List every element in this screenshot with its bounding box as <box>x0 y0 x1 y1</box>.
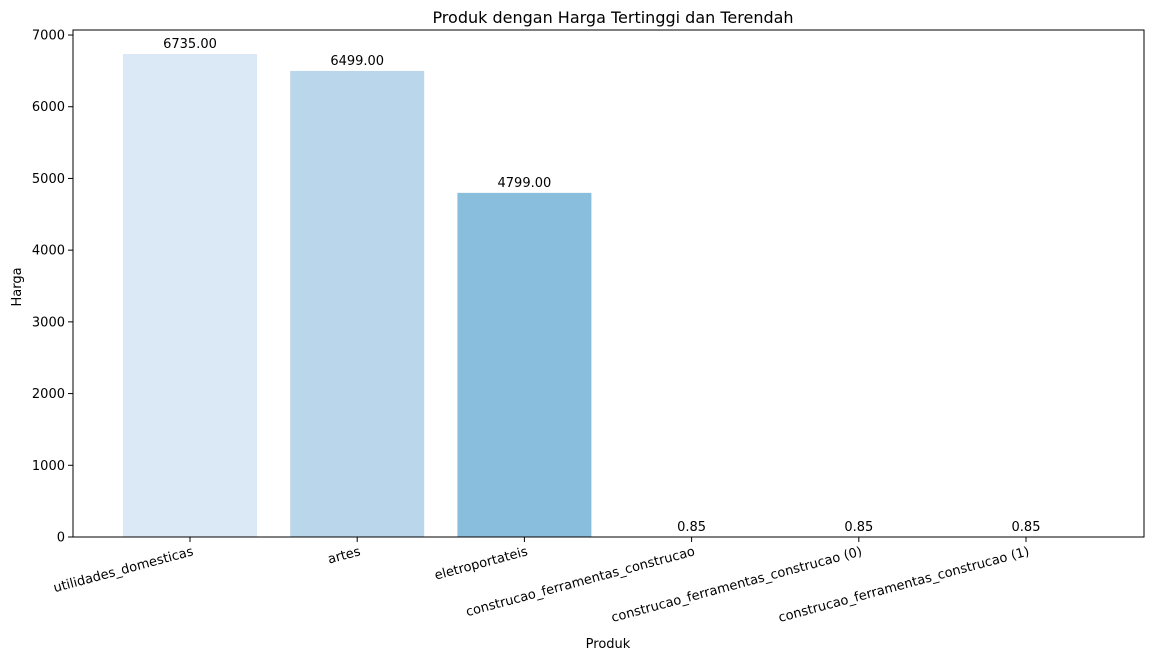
bar-0 <box>123 54 257 537</box>
bar-1 <box>290 70 425 538</box>
y-tick-label-3: 3000 <box>32 315 65 330</box>
y-axis-label: Harga <box>10 267 25 306</box>
data-label-1: 6499.00 <box>330 54 384 69</box>
y-tick-label-0: 0 <box>57 531 65 546</box>
bars-layer <box>123 54 1093 538</box>
y-tick-label-1: 1000 <box>32 459 65 474</box>
bar-2 <box>457 192 592 537</box>
x-tick-label-0: utilidades_domesticas <box>52 544 195 596</box>
x-axis-label: Produk <box>586 637 631 652</box>
y-tick-label-6: 6000 <box>32 100 65 115</box>
data-label-4: 0.85 <box>844 520 873 535</box>
data-label-0: 6735.00 <box>163 37 217 52</box>
y-axis: 0 1000 2000 3000 4000 5000 6000 7000 <box>32 29 73 546</box>
data-label-2: 4799.00 <box>498 176 552 191</box>
x-tick-label-1: artes <box>326 544 362 567</box>
y-tick-label-7: 7000 <box>32 29 65 44</box>
data-labels-layer: 6735.00 6499.00 4799.00 0.85 0.85 0.85 <box>163 37 1040 535</box>
y-tick-label-5: 5000 <box>32 172 65 187</box>
y-tick-label-2: 2000 <box>32 387 65 402</box>
x-axis: utilidades_domesticas artes eletroportatei… <box>52 537 1031 626</box>
x-tick-label-2: eletroportateis <box>433 544 530 583</box>
chart-title: Produk dengan Harga Tertinggi dan Terend… <box>432 8 793 27</box>
plot-frame <box>72 29 1145 538</box>
data-label-5: 0.85 <box>1012 520 1041 535</box>
y-tick-label-4: 4000 <box>32 244 65 259</box>
data-label-3: 0.85 <box>677 520 706 535</box>
